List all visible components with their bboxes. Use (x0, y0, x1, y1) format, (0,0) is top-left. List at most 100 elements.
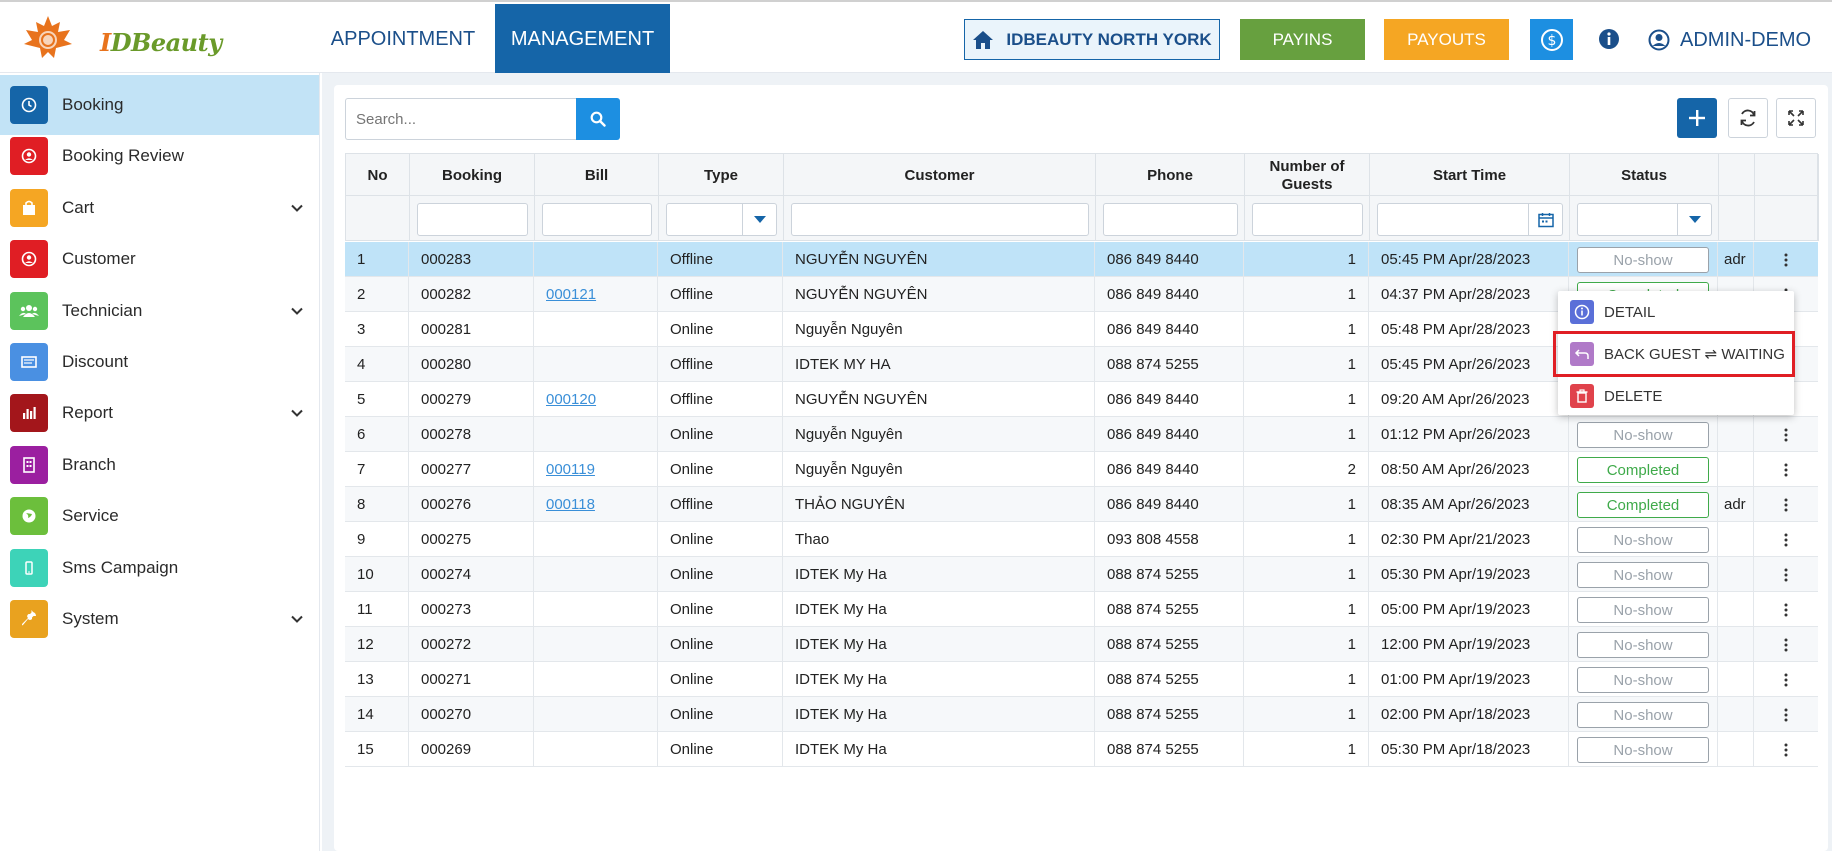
globe-icon (10, 497, 48, 536)
more-vertical-icon[interactable] (1776, 670, 1796, 690)
status-badge[interactable]: No-show (1577, 737, 1709, 763)
refresh-button[interactable] (1728, 98, 1768, 138)
sidebar-item-label: Branch (62, 454, 116, 474)
table-row[interactable]: 7 000277 000119 Online Nguyễn Nguyên 086 849 … (345, 452, 1818, 487)
search-input[interactable] (345, 98, 576, 140)
filter-input-booking[interactable] (417, 203, 528, 236)
status-badge[interactable]: No-show (1577, 667, 1709, 693)
type-cell: Offline (658, 277, 783, 312)
no-cell: 12 (345, 627, 409, 662)
table-row[interactable]: 8 000276 000118 Offline THẢO NGUYÊN 086 849 8… (345, 487, 1818, 522)
type-cell: Online (658, 522, 783, 557)
type-cell: Online (658, 557, 783, 592)
column-header-type[interactable]: Type (659, 154, 784, 197)
column-header-number-of-guests[interactable]: Number of Guests (1245, 154, 1370, 197)
more-vertical-icon[interactable] (1776, 635, 1796, 655)
info-icon (1570, 300, 1594, 324)
more-vertical-icon[interactable] (1776, 460, 1796, 480)
more-vertical-icon[interactable] (1776, 530, 1796, 550)
bill-cell (534, 557, 658, 592)
customer-cell: Nguyễn Nguyên (783, 312, 1095, 347)
menu-item-detail[interactable]: DETAIL (1558, 291, 1794, 333)
more-vertical-icon[interactable] (1776, 705, 1796, 725)
sidebar-item-technician[interactable]: Technician (0, 281, 319, 341)
column-header-no[interactable]: No (346, 154, 410, 197)
more-vertical-icon[interactable] (1776, 250, 1796, 270)
table-row[interactable]: 9 000275 Online Thao 093 808 4558 1 02:30 PM A… (345, 522, 1818, 557)
table-row[interactable]: 12 000272 Online IDTEK My Ha 088 874 5255 1 12… (345, 627, 1818, 662)
column-header-start-time[interactable]: Start Time (1370, 154, 1570, 197)
sidebar-item-discount[interactable]: Discount (0, 332, 319, 392)
column-header-customer[interactable]: Customer (784, 154, 1096, 197)
sidebar-item-booking[interactable]: Booking (0, 75, 319, 135)
add-booking-button[interactable] (1677, 98, 1717, 138)
filter-select-type[interactable] (666, 203, 777, 236)
menu-item-delete[interactable]: DELETE (1558, 375, 1794, 417)
bill-cell: 000118 (534, 487, 658, 522)
actions-cell (1754, 557, 1818, 592)
column-header-status[interactable]: Status (1570, 154, 1719, 197)
table-row[interactable]: 6 000278 Online Nguyễn Nguyên 086 849 8440 1 0… (345, 417, 1818, 452)
status-badge[interactable]: Completed (1577, 492, 1709, 518)
phone-cell: 088 874 5255 (1095, 557, 1244, 592)
filter-input-customer[interactable] (791, 203, 1089, 236)
info-icon[interactable] (1594, 24, 1624, 54)
staff-cell (1718, 732, 1754, 767)
tab-appointment[interactable]: APPOINTMENT (330, 28, 476, 50)
sidebar-item-booking-review[interactable]: Booking Review (0, 126, 319, 186)
booking-cell: 000278 (409, 417, 534, 452)
more-vertical-icon[interactable] (1776, 600, 1796, 620)
user-menu[interactable]: ADMIN-DEMO (1648, 26, 1811, 54)
sidebar-item-sms-campaign[interactable]: Sms Campaign (0, 538, 319, 598)
currency-button[interactable]: $ (1530, 19, 1573, 60)
actions-cell (1754, 242, 1818, 277)
more-vertical-icon[interactable] (1776, 565, 1796, 585)
column-header-phone[interactable]: Phone (1096, 154, 1245, 197)
payins-button[interactable]: PAYINS (1240, 19, 1365, 60)
table-row[interactable]: 13 000271 Online IDTEK My Ha 088 874 5255 1 01… (345, 662, 1818, 697)
table-row[interactable]: 10 000274 Online IDTEK My Ha 088 874 5255 1 05… (345, 557, 1818, 592)
fullscreen-button[interactable] (1776, 98, 1816, 138)
status-badge[interactable]: No-show (1577, 702, 1709, 728)
bill-link[interactable]: 000119 (546, 461, 595, 478)
filter-input-bill[interactable] (542, 203, 652, 236)
column-header-bill[interactable]: Bill (535, 154, 659, 197)
table-row[interactable]: 14 000270 Online IDTEK My Ha 088 874 5255 1 02… (345, 697, 1818, 732)
payouts-button[interactable]: PAYOUTS (1384, 19, 1509, 60)
bill-link[interactable]: 000118 (546, 496, 595, 513)
more-vertical-icon[interactable] (1776, 740, 1796, 760)
sidebar-item-report[interactable]: Report (0, 383, 319, 443)
branch-button[interactable]: IDBEAUTY NORTH YORK (964, 19, 1220, 60)
status-badge[interactable]: No-show (1577, 597, 1709, 623)
sidebar-item-customer[interactable]: Customer (0, 229, 319, 289)
table-row[interactable]: 15 000269 Online IDTEK My Ha 088 874 5255 1 05… (345, 732, 1818, 767)
more-vertical-icon[interactable] (1776, 495, 1796, 515)
sidebar-item-service[interactable]: Service (0, 486, 319, 546)
sidebar-item-cart[interactable]: Cart (0, 178, 319, 238)
sidebar-item-label: Discount (62, 352, 129, 371)
sidebar-item-branch[interactable]: Branch (0, 435, 319, 495)
filter-input-number-of-guests[interactable] (1252, 203, 1363, 236)
tab-management[interactable]: MANAGEMENT (495, 4, 670, 75)
search-button[interactable] (576, 98, 620, 140)
status-badge[interactable]: No-show (1577, 632, 1709, 658)
no-cell: 10 (345, 557, 409, 592)
status-badge[interactable]: No-show (1577, 562, 1709, 588)
table-row[interactable]: 11 000273 Online IDTEK My Ha 088 874 5255 1 05… (345, 592, 1818, 627)
bill-link[interactable]: 000120 (546, 391, 597, 408)
status-badge[interactable]: No-show (1577, 527, 1709, 553)
more-vertical-icon[interactable] (1776, 425, 1796, 445)
status-badge[interactable]: No-show (1577, 422, 1709, 448)
guests-cell: 1 (1244, 732, 1369, 767)
filter-select-status[interactable] (1577, 203, 1712, 236)
status-badge[interactable]: No-show (1577, 247, 1709, 273)
filter-input-phone[interactable] (1103, 203, 1238, 236)
table-row[interactable]: 1 000283 Offline NGUYỄN NGUYÊN 086 849 8440 1… (345, 242, 1818, 277)
sidebar-item-system[interactable]: System (0, 589, 319, 649)
status-badge[interactable]: Completed (1577, 457, 1709, 483)
filter-date-start-time[interactable] (1377, 203, 1563, 236)
bill-link[interactable]: 000121 (546, 286, 597, 303)
column-header-booking[interactable]: Booking (410, 154, 535, 197)
logo[interactable]: IDBeauty (18, 14, 222, 64)
menu-item-back-guest-waiting[interactable]: BACK GUEST ⇌ WAITING (1558, 333, 1794, 375)
